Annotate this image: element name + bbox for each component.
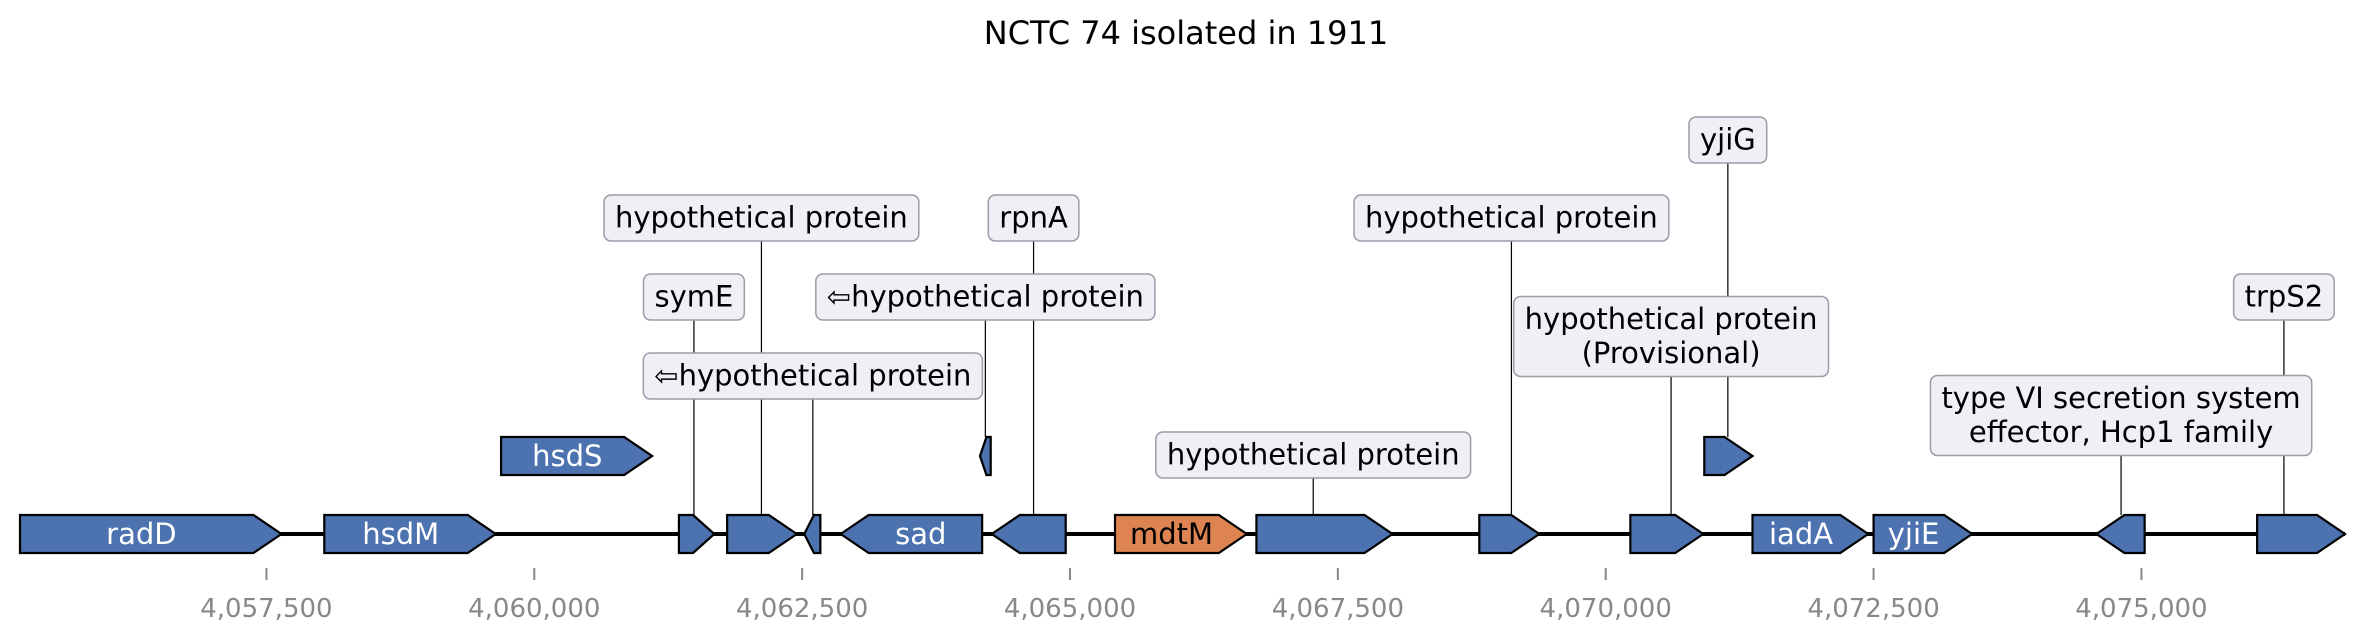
x-tick-label: 4,062,500 xyxy=(736,594,868,624)
annotation-label: hypothetical protein xyxy=(615,201,908,235)
gene-arrow xyxy=(677,513,716,555)
gene-arrow xyxy=(323,513,498,555)
gene-label: hsdS xyxy=(532,439,602,473)
annotation-label: trpS2 xyxy=(2245,280,2324,314)
gene-arrow xyxy=(726,513,799,555)
annotation-lines xyxy=(693,140,2285,515)
x-axis: 4,057,500 4,060,000 4,062,500 4,065,000 4,06… xyxy=(200,568,2208,624)
annotation-box xyxy=(642,352,984,400)
gene-arrow xyxy=(1703,435,1755,477)
x-tick-label: 4,067,500 xyxy=(1272,594,1404,624)
annotation-box xyxy=(1688,116,1768,164)
x-tick-label: 4,075,000 xyxy=(2075,594,2207,624)
chart-title: NCTC 74 isolated in 1911 xyxy=(984,14,1389,52)
gene-arrow xyxy=(1872,513,1975,555)
annotation-label: yjiG xyxy=(1700,123,1756,157)
gene-label: sad xyxy=(895,517,946,551)
annotation-box xyxy=(2232,273,2335,321)
annotation-box xyxy=(1155,431,1472,479)
gene-arrow xyxy=(838,513,984,555)
gene-arrow xyxy=(1113,513,1249,555)
annotation-label: rpnA xyxy=(999,201,1068,235)
gene-label: yjiE xyxy=(1888,517,1940,551)
gene-arrow xyxy=(1629,513,1706,555)
annotation-labels: symE hypothetical protein ⇦hypothetical pr… xyxy=(603,116,2335,479)
x-tick-label: 4,057,500 xyxy=(200,594,332,624)
gene-arrow xyxy=(2256,513,2347,555)
annotation-label: symE xyxy=(655,280,734,314)
annotation-box xyxy=(987,194,1080,242)
gene-label: radD xyxy=(106,517,176,551)
annotation-box xyxy=(815,273,1156,321)
gene-arrow xyxy=(1255,513,1395,555)
gene-arrow xyxy=(803,513,822,555)
gene-arrow xyxy=(1751,513,1871,555)
gene-arrow xyxy=(499,435,655,477)
annotation-label: hypothetical protein xyxy=(1167,438,1460,472)
annotation-box xyxy=(603,194,920,242)
gene-arrow xyxy=(989,513,1067,555)
annotation-box xyxy=(1353,194,1670,242)
x-tick-label: 4,060,000 xyxy=(468,594,600,624)
annotation-label: ⇦hypothetical protein xyxy=(654,359,971,393)
gene-label: iadA xyxy=(1769,517,1833,551)
x-tick-label: 4,072,500 xyxy=(1807,594,1939,624)
gene-arrow xyxy=(978,435,992,477)
x-tick-label: 4,065,000 xyxy=(1004,594,1136,624)
annotation-label: effector, Hcp1 family xyxy=(1969,415,2273,449)
gene-features: radD hsdM hsdS sad mdtM iadA yjiE xyxy=(18,435,2347,555)
gene-label: hsdM xyxy=(362,517,439,551)
x-tick-label: 4,070,000 xyxy=(1540,594,1672,624)
gene-arrow xyxy=(2094,513,2146,555)
annotation-label: ⇦hypothetical protein xyxy=(827,280,1144,314)
annotation-label: hypothetical protein xyxy=(1365,201,1658,235)
gene-arrow xyxy=(1478,513,1542,555)
annotation-label: hypothetical protein xyxy=(1525,302,1818,336)
annotation-box xyxy=(1929,374,2313,457)
gene-arrow xyxy=(18,513,284,555)
annotation-box xyxy=(642,273,746,321)
gene-label: mdtM xyxy=(1130,517,1213,551)
annotation-box xyxy=(1512,295,1830,378)
annotation-label: type VI secretion system xyxy=(1941,381,2300,415)
annotation-label: (Provisional) xyxy=(1582,336,1761,370)
